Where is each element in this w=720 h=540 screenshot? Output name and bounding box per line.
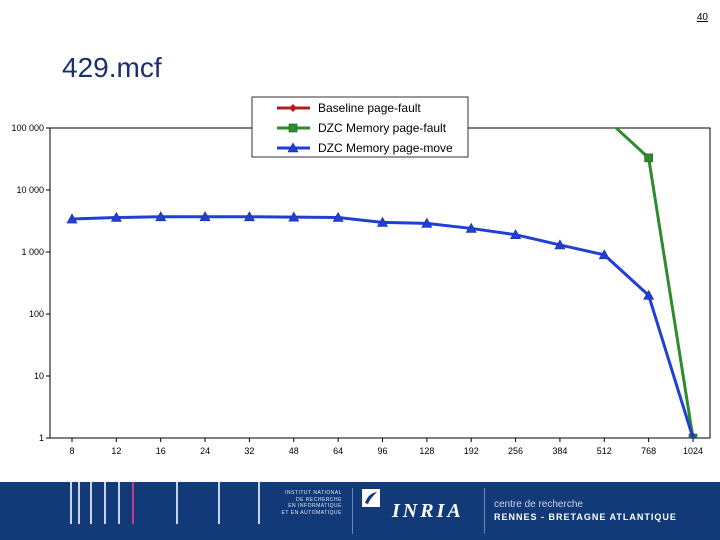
x-tick-label: 96 bbox=[377, 446, 387, 456]
x-tick-label: 768 bbox=[641, 446, 656, 456]
x-tick-label: 64 bbox=[333, 446, 343, 456]
x-tick-label: 32 bbox=[244, 446, 254, 456]
data-point bbox=[332, 211, 344, 222]
data-point bbox=[598, 249, 610, 260]
x-tick-label: 384 bbox=[552, 446, 567, 456]
page-number: 40 bbox=[696, 12, 708, 23]
x-tick-label: 1024 bbox=[683, 446, 703, 456]
institute-name: INSTITUT NATIONAL DE RECHERCHE EN INFORM… bbox=[272, 490, 342, 516]
x-tick-label: 48 bbox=[289, 446, 299, 456]
data-point bbox=[288, 123, 298, 133]
data-point bbox=[510, 229, 522, 240]
x-tick-label: 512 bbox=[597, 446, 612, 456]
legend-label: DZC Memory page-move bbox=[318, 141, 453, 155]
inria-logo-icon bbox=[362, 489, 380, 507]
y-tick-label: 1 bbox=[39, 433, 44, 443]
inria-logo-text: INRIA bbox=[392, 500, 464, 522]
data-point bbox=[465, 222, 477, 233]
data-point bbox=[644, 153, 653, 163]
footer-banner: INSTITUT NATIONAL DE RECHERCHE EN INFORM… bbox=[0, 482, 720, 540]
y-tick-label: 1 000 bbox=[21, 247, 44, 257]
data-point bbox=[110, 211, 122, 222]
x-tick-label: 24 bbox=[200, 446, 210, 456]
data-point bbox=[376, 216, 389, 227]
plot-area bbox=[49, 127, 711, 439]
data-point bbox=[66, 213, 78, 224]
x-tick-label: 256 bbox=[508, 446, 523, 456]
data-point bbox=[689, 432, 697, 438]
legend-label: Baseline page-fault bbox=[318, 101, 421, 115]
y-tick-label: 100 000 bbox=[11, 123, 44, 133]
data-point bbox=[421, 217, 433, 228]
x-tick-label: 12 bbox=[111, 446, 121, 456]
institute-line: EN INFORMATIQUE bbox=[288, 503, 342, 509]
data-point bbox=[199, 211, 211, 222]
x-tick-label: 8 bbox=[69, 446, 74, 456]
x-tick-label: 16 bbox=[156, 446, 166, 456]
institute-line: ET EN AUTOMATIQUE bbox=[281, 509, 342, 516]
chart: 1 10 100 1 000 10 000 100 000 8 12 16 24 32 48 64 96… bbox=[11, 96, 711, 456]
footer-separator bbox=[484, 488, 485, 534]
institute-line: DE RECHERCHE bbox=[295, 496, 342, 503]
data-point bbox=[288, 211, 300, 222]
data-point bbox=[155, 211, 167, 222]
location-text: RENNES - BRETAGNE ATLANTIQUE bbox=[494, 512, 677, 522]
x-tick-label: 128 bbox=[419, 446, 434, 456]
data-point bbox=[554, 239, 566, 250]
institute-line: INSTITUT NATIONAL bbox=[285, 490, 342, 496]
legend-label: DZC Memory page-fault bbox=[318, 121, 447, 135]
data-point bbox=[643, 289, 655, 300]
data-point bbox=[289, 104, 297, 112]
footer-stripes bbox=[0, 482, 260, 540]
y-tick-label: 100 bbox=[29, 309, 44, 319]
y-tick-label: 10 bbox=[34, 371, 44, 381]
data-point bbox=[243, 211, 255, 222]
x-tick-label: 192 bbox=[464, 446, 479, 456]
centre-text: centre de recherche bbox=[494, 499, 583, 510]
series-2 bbox=[66, 211, 697, 438]
data-point bbox=[287, 142, 299, 153]
y-tick-label: 10 000 bbox=[16, 185, 44, 195]
slide-title: 429.mcf bbox=[62, 52, 162, 83]
footer-separator bbox=[352, 488, 353, 534]
